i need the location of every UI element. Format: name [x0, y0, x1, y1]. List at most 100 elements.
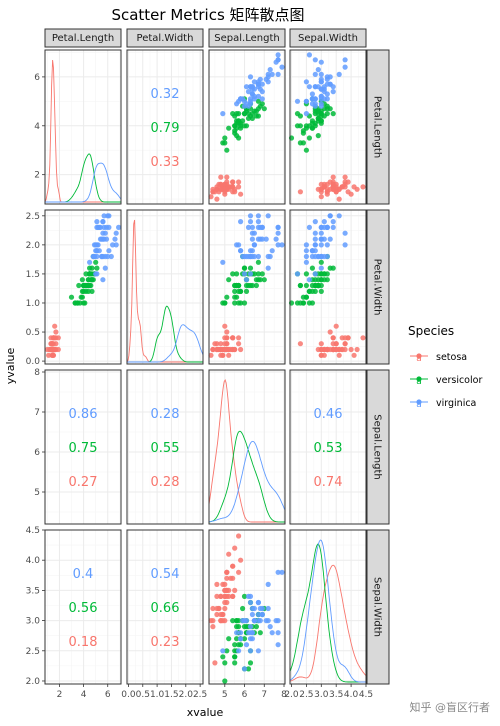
point-virginica: [249, 253, 255, 260]
x-tick-sepal-length-3: 8: [281, 690, 287, 700]
point-virginica: [342, 242, 348, 248]
y-tick-petal-length-0: 2: [34, 171, 40, 181]
point-versicolor: [222, 660, 228, 666]
point-versicolor: [315, 133, 321, 139]
point-versicolor: [236, 618, 242, 624]
point-virginica: [265, 79, 271, 85]
panel-petal-width-petal-length: [44, 209, 122, 365]
panel-petal-length-sepal-length: [208, 49, 286, 205]
point-virginica: [303, 248, 309, 254]
point-virginica: [330, 89, 336, 95]
point-setosa: [222, 599, 228, 606]
point-virginica: [312, 236, 318, 242]
point-setosa: [232, 189, 238, 195]
point-setosa: [222, 341, 228, 347]
point-setosa: [330, 335, 336, 341]
point-virginica: [249, 236, 255, 242]
point-setosa: [222, 618, 228, 624]
point-virginica: [294, 98, 301, 104]
point-versicolor: [312, 120, 318, 126]
point-versicolor: [224, 147, 230, 153]
point-virginica: [236, 648, 242, 654]
point-virginica: [312, 271, 318, 277]
panel-sepal-width-petal-length: 0.4 0.56 0.18: [44, 529, 122, 685]
x-tick-petal-width-1: 0.5: [136, 690, 150, 700]
point-virginica: [247, 74, 254, 80]
point-virginica: [273, 236, 279, 242]
point-setosa: [208, 352, 214, 358]
point-virginica: [336, 71, 342, 77]
point-versicolor: [251, 271, 257, 277]
point-virginica: [279, 242, 285, 248]
point-virginica: [247, 271, 254, 277]
point-versicolor: [303, 294, 309, 300]
point-virginica: [113, 242, 119, 248]
point-setosa: [210, 605, 216, 612]
point-setosa: [46, 352, 52, 358]
point-setosa: [226, 587, 232, 594]
point-virginica: [255, 213, 261, 219]
point-setosa: [208, 194, 214, 200]
point-virginica: [240, 96, 246, 102]
point-virginica: [312, 253, 318, 260]
point-versicolor: [232, 648, 238, 654]
point-virginica: [105, 253, 111, 260]
panel-sepal-width-sepal-length: [208, 529, 286, 685]
corr-virginica-sepal-length-petal-length: 0.86: [69, 407, 98, 422]
strip-row-petal-width: [366, 209, 390, 365]
point-virginica: [275, 52, 281, 58]
corr-setosa-sepal-length-petal-length: 0.27: [69, 475, 98, 490]
point-setosa: [214, 605, 220, 612]
point-setosa: [333, 323, 339, 329]
point-versicolor: [255, 98, 261, 104]
point-versicolor: [220, 654, 226, 660]
point-virginica: [321, 89, 327, 95]
point-versicolor: [89, 271, 95, 277]
y-tick-sepal-length-3: 8: [34, 368, 40, 378]
point-setosa: [220, 352, 226, 358]
point-versicolor: [76, 282, 82, 289]
point-versicolor: [318, 288, 324, 294]
point-virginica: [241, 271, 248, 277]
point-setosa: [327, 186, 333, 192]
corr-virginica-petal-length-petal-width: 0.32: [151, 87, 180, 102]
point-virginica: [247, 630, 254, 636]
point-versicolor: [224, 648, 230, 654]
point-virginica: [106, 248, 112, 254]
point-versicolor: [306, 300, 312, 306]
point-setosa: [50, 335, 57, 341]
strip-col-label-sepal-width: Sepal.Width: [298, 33, 358, 44]
point-setosa: [222, 186, 228, 192]
x-tick-sepal-width-5: 4.5: [359, 690, 373, 700]
strip-col-petal-width: [126, 28, 204, 48]
x-tick-sepal-width-0: 2.0: [284, 690, 299, 700]
point-setosa: [318, 341, 324, 347]
watermark: 知乎 @盲区行者: [410, 700, 491, 714]
point-virginica: [247, 624, 254, 630]
point-virginica: [87, 259, 93, 265]
corr-virginica-sepal-length-sepal-width: 0.46: [314, 407, 343, 422]
y-tick-sepal-width-1: 2.5: [26, 647, 40, 657]
point-versicolor: [72, 300, 78, 306]
x-tick-petal-length-2: 6: [105, 690, 111, 700]
strip-row-label-petal-length: Petal.Length: [372, 96, 383, 158]
point-setosa: [214, 346, 220, 353]
point-versicolor: [297, 140, 303, 146]
strip-col-label-petal-length: Petal.Length: [52, 33, 114, 44]
legend-key-setosa: [416, 353, 422, 359]
corr-virginica-sepal-width-petal-width: 0.54: [151, 567, 180, 582]
point-virginica: [269, 630, 275, 636]
point-setosa: [52, 323, 58, 329]
point-versicolor: [245, 282, 252, 289]
point-setosa: [351, 352, 357, 358]
point-virginica: [318, 230, 324, 236]
point-setosa: [222, 605, 228, 612]
point-versicolor: [68, 294, 75, 300]
point-virginica: [257, 76, 263, 82]
legend-glyph-setosa: a: [416, 354, 422, 364]
point-versicolor: [318, 277, 324, 283]
point-setosa: [318, 194, 324, 200]
point-virginica: [318, 79, 324, 85]
point-setosa: [218, 593, 224, 600]
point-versicolor: [330, 111, 336, 117]
